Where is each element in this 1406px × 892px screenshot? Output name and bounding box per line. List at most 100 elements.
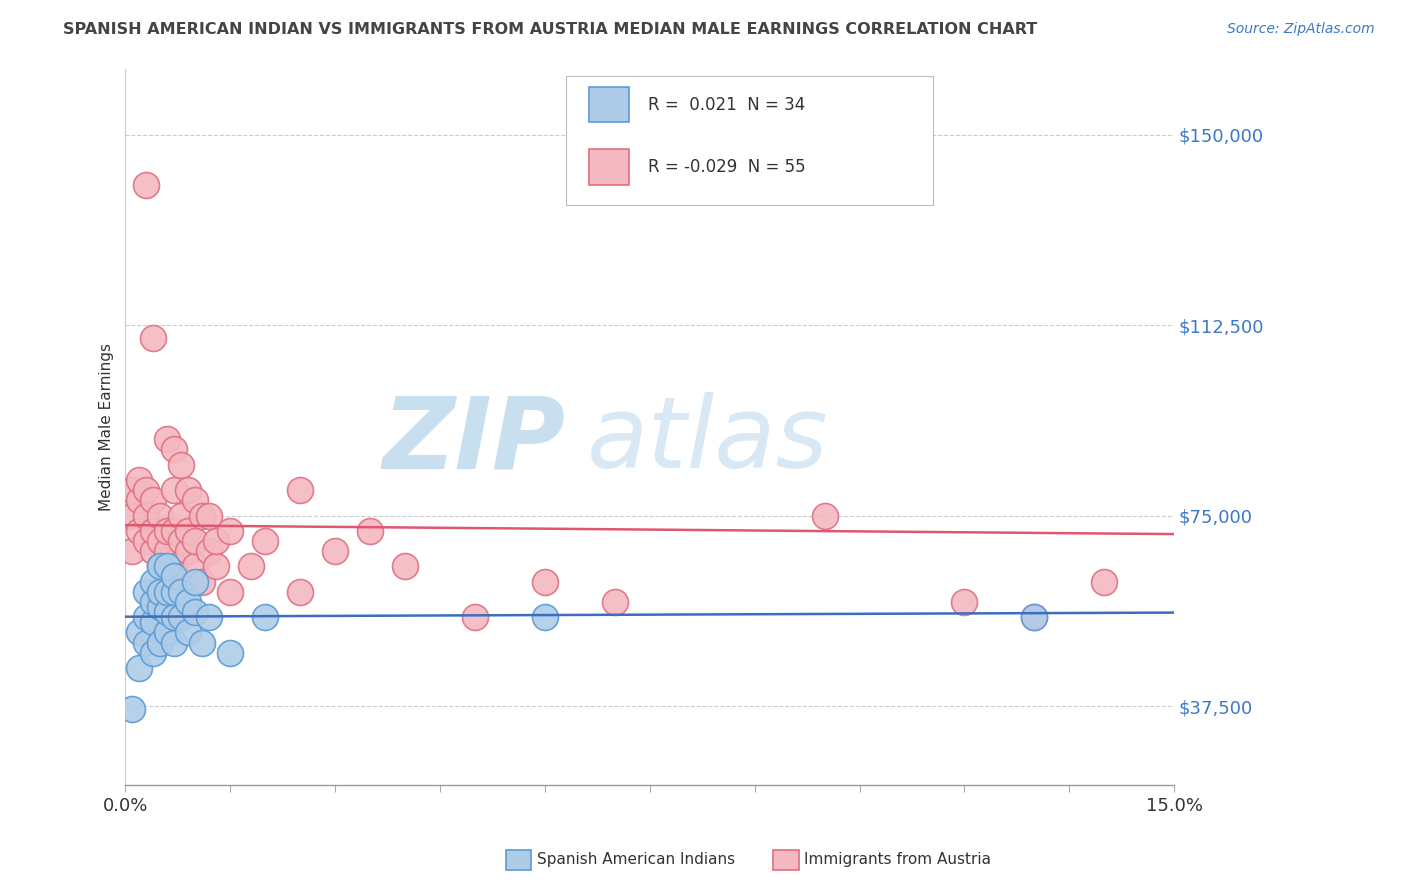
Point bbox=[254, 533, 277, 548]
Point bbox=[121, 508, 143, 523]
Point bbox=[198, 508, 221, 523]
Point bbox=[156, 559, 179, 574]
Point bbox=[142, 595, 165, 609]
Point bbox=[184, 533, 207, 548]
Point bbox=[142, 544, 165, 558]
Point bbox=[121, 483, 143, 497]
Point bbox=[163, 610, 186, 624]
Point bbox=[1092, 574, 1115, 589]
Point bbox=[170, 458, 193, 472]
Bar bbox=[589, 149, 628, 185]
Point bbox=[953, 595, 976, 609]
Point bbox=[135, 584, 157, 599]
Point bbox=[149, 533, 172, 548]
Point bbox=[142, 574, 165, 589]
Point bbox=[170, 533, 193, 548]
Point bbox=[240, 559, 263, 574]
Point bbox=[149, 635, 172, 649]
Point bbox=[534, 574, 557, 589]
Point bbox=[142, 524, 165, 538]
Text: Spanish American Indians: Spanish American Indians bbox=[537, 853, 735, 867]
Point bbox=[205, 559, 228, 574]
Point bbox=[135, 483, 157, 497]
Point bbox=[191, 635, 214, 649]
Y-axis label: Median Male Earnings: Median Male Earnings bbox=[100, 343, 114, 510]
Point bbox=[128, 661, 150, 675]
Point bbox=[1024, 610, 1046, 624]
Point bbox=[191, 574, 214, 589]
Point bbox=[184, 605, 207, 619]
Point bbox=[128, 473, 150, 487]
Text: Immigrants from Austria: Immigrants from Austria bbox=[804, 853, 991, 867]
Point bbox=[135, 508, 157, 523]
Point bbox=[394, 559, 416, 574]
Point bbox=[163, 559, 186, 574]
Point bbox=[156, 625, 179, 640]
Point bbox=[135, 635, 157, 649]
Point bbox=[135, 533, 157, 548]
Point bbox=[128, 625, 150, 640]
Point bbox=[156, 544, 179, 558]
Point bbox=[149, 508, 172, 523]
Point bbox=[163, 442, 186, 457]
Point bbox=[156, 605, 179, 619]
Bar bbox=[589, 87, 628, 122]
Point bbox=[177, 595, 200, 609]
Point bbox=[254, 610, 277, 624]
Point bbox=[121, 701, 143, 715]
Point bbox=[170, 584, 193, 599]
Point bbox=[142, 615, 165, 630]
Point bbox=[128, 493, 150, 508]
Point bbox=[163, 483, 186, 497]
Point bbox=[142, 646, 165, 660]
Text: atlas: atlas bbox=[586, 392, 828, 490]
Point bbox=[156, 584, 179, 599]
Point bbox=[163, 584, 186, 599]
Point bbox=[290, 584, 312, 599]
Point bbox=[170, 508, 193, 523]
Point bbox=[198, 544, 221, 558]
Point bbox=[149, 599, 172, 614]
Point bbox=[205, 533, 228, 548]
Point bbox=[121, 544, 143, 558]
Point bbox=[170, 610, 193, 624]
Point bbox=[149, 584, 172, 599]
Text: ZIP: ZIP bbox=[382, 392, 565, 490]
Text: R = -0.029  N = 55: R = -0.029 N = 55 bbox=[648, 158, 806, 176]
Point bbox=[534, 610, 557, 624]
Point bbox=[191, 508, 214, 523]
Point bbox=[163, 635, 186, 649]
Point bbox=[156, 524, 179, 538]
Text: R =  0.021  N = 34: R = 0.021 N = 34 bbox=[648, 95, 806, 113]
Point bbox=[156, 433, 179, 447]
Point bbox=[149, 559, 172, 574]
Point bbox=[163, 569, 186, 583]
Point bbox=[163, 524, 186, 538]
Point bbox=[135, 610, 157, 624]
Point bbox=[142, 493, 165, 508]
Point bbox=[1024, 610, 1046, 624]
Point bbox=[323, 544, 346, 558]
Point bbox=[142, 331, 165, 345]
Point bbox=[219, 646, 242, 660]
Point bbox=[149, 559, 172, 574]
Point bbox=[198, 610, 221, 624]
Point bbox=[603, 595, 626, 609]
Point bbox=[219, 584, 242, 599]
Point bbox=[177, 483, 200, 497]
Point bbox=[359, 524, 381, 538]
Text: Source: ZipAtlas.com: Source: ZipAtlas.com bbox=[1227, 22, 1375, 37]
Point bbox=[135, 178, 157, 193]
FancyBboxPatch shape bbox=[565, 76, 934, 204]
Text: SPANISH AMERICAN INDIAN VS IMMIGRANTS FROM AUSTRIA MEDIAN MALE EARNINGS CORRELAT: SPANISH AMERICAN INDIAN VS IMMIGRANTS FR… bbox=[63, 22, 1038, 37]
Point bbox=[128, 524, 150, 538]
Point bbox=[184, 493, 207, 508]
Point bbox=[290, 483, 312, 497]
Point bbox=[184, 574, 207, 589]
Point bbox=[464, 610, 486, 624]
Point bbox=[184, 559, 207, 574]
Point bbox=[177, 625, 200, 640]
Point bbox=[177, 524, 200, 538]
Point bbox=[813, 508, 835, 523]
Point bbox=[219, 524, 242, 538]
